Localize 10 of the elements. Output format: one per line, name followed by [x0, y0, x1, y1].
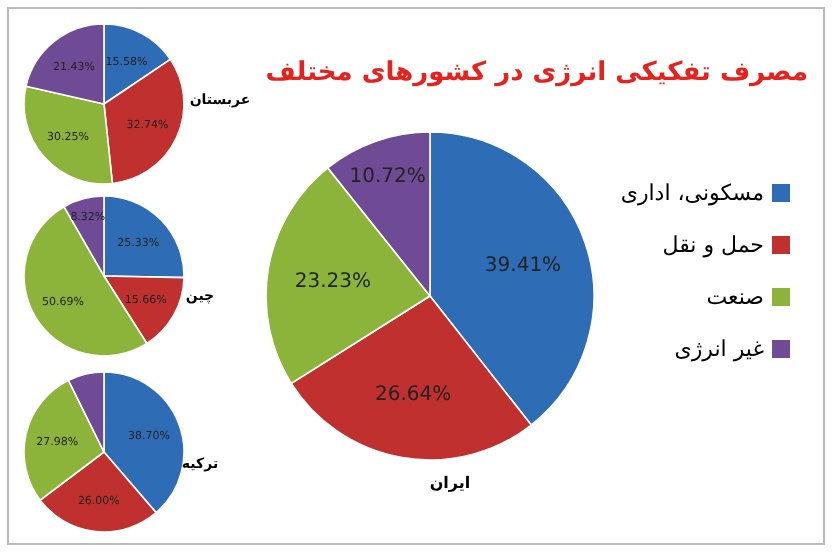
- data-label: 39.41%: [484, 254, 562, 277]
- data-label: 26.64%: [375, 383, 452, 406]
- data-label: 10.72%: [349, 166, 426, 189]
- legend-label: صنعت: [706, 284, 764, 310]
- legend-label: حمل و نقل: [662, 232, 764, 258]
- legend-label: غیر انرژی: [674, 336, 765, 362]
- chart-title: مصرف تفکیکی انرژی در کشورهای مختلف: [265, 58, 808, 88]
- text: ایران: [429, 474, 471, 492]
- legend-label: مسکونی، اداری: [620, 180, 765, 206]
- data-label: 23.23%: [294, 270, 372, 293]
